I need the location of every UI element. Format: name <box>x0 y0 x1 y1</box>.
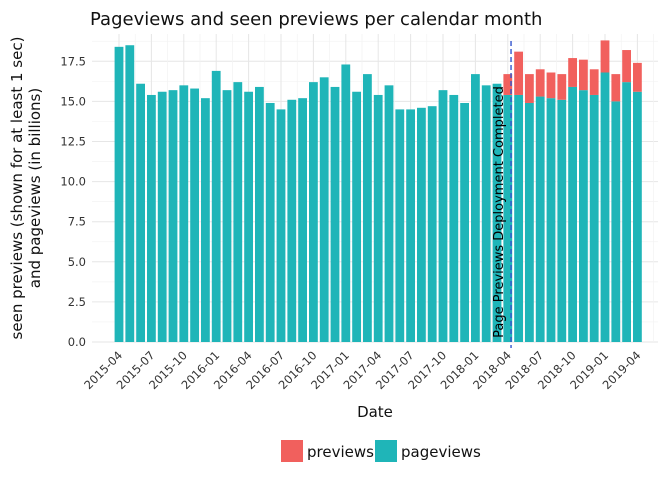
bar-pageviews <box>525 102 534 343</box>
bar-pageviews <box>600 72 610 342</box>
y-tick-label: 15.0 <box>60 94 86 108</box>
legend-swatch-pageviews <box>375 440 397 462</box>
x-axis-title: Date <box>357 403 393 421</box>
bar-pageviews <box>622 82 631 342</box>
annotation-label: Page Previews Deployment Completed <box>492 86 507 338</box>
bar-pageviews <box>633 91 642 342</box>
bar-pageviews <box>557 99 567 342</box>
legend-label-pageviews: pageviews <box>401 443 481 461</box>
bars <box>114 40 642 343</box>
chart-title: Pageviews and seen previews per calendar… <box>90 9 542 30</box>
bar-previews <box>557 74 567 100</box>
bar-previews <box>514 51 523 95</box>
bar-pageviews <box>438 90 448 342</box>
y-axis-title-line-2: and pageviews (in billions) <box>26 88 44 288</box>
bar-pageviews <box>427 106 437 342</box>
bar-previews <box>535 69 545 97</box>
bar-pageviews <box>384 85 394 342</box>
bar-pageviews <box>190 88 199 343</box>
bar-pageviews <box>319 77 329 342</box>
y-axis-title-line-1: seen previews (shown for at least 1 sec) <box>8 37 26 340</box>
bar-pageviews <box>406 109 415 342</box>
bar-pageviews <box>373 94 383 342</box>
bar-pageviews <box>179 85 189 342</box>
bar-pageviews <box>503 94 513 342</box>
bar-pageviews <box>395 109 405 342</box>
bar-pageviews <box>168 90 178 342</box>
bar-pageviews <box>255 86 264 342</box>
bar-pageviews <box>276 109 286 342</box>
bar-previews <box>633 62 642 92</box>
bar-pageviews <box>309 82 318 342</box>
y-tick-label: 0.0 <box>68 335 86 349</box>
annotation: Page Previews Deployment Completed <box>492 41 512 348</box>
y-tick-label: 7.5 <box>68 215 86 229</box>
bar-previews <box>568 58 577 87</box>
bar-previews <box>579 59 588 91</box>
bar-pageviews <box>449 94 459 342</box>
legend-swatch-previews <box>281 440 303 462</box>
bar-pageviews <box>492 83 502 343</box>
bar-pageviews <box>579 90 588 342</box>
y-tick-label: 10.0 <box>60 175 86 189</box>
y-tick-label: 5.0 <box>68 255 86 269</box>
bar-pageviews <box>147 94 156 342</box>
bar-pageviews <box>114 46 124 342</box>
bar-pageviews <box>514 94 523 342</box>
bar-pageviews <box>233 82 243 342</box>
bar-pageviews <box>125 45 135 343</box>
bar-pageviews <box>330 86 340 342</box>
y-tick-label: 17.5 <box>60 54 86 68</box>
bar-pageviews <box>535 96 545 342</box>
bar-previews <box>611 74 621 102</box>
bar-pageviews <box>611 101 621 342</box>
bar-pageviews <box>460 102 469 343</box>
bar-pageviews <box>481 85 491 342</box>
bar-pageviews <box>265 102 275 343</box>
bar-pageviews <box>471 74 480 343</box>
y-tick-label: 2.5 <box>68 295 86 309</box>
legend-label-previews: previews <box>307 443 374 461</box>
bar-previews <box>525 74 534 103</box>
bar-pageviews <box>201 98 210 343</box>
bar-pageviews <box>417 107 426 343</box>
bar-pageviews <box>244 91 253 342</box>
bar-pageviews <box>589 94 599 342</box>
bar-pageviews <box>222 90 232 342</box>
y-axis-title: seen previews (shown for at least 1 sec)… <box>8 37 44 340</box>
bar-pageviews <box>352 91 361 342</box>
bar-pageviews <box>363 74 372 343</box>
y-tick-label: 12.5 <box>60 134 86 148</box>
bar-pageviews <box>298 98 307 343</box>
bar-pageviews <box>568 86 577 342</box>
bar-previews <box>546 72 556 99</box>
bar-pageviews <box>211 70 221 342</box>
bar-pageviews <box>157 91 167 342</box>
bar-pageviews <box>546 98 556 343</box>
bar-pageviews <box>287 99 297 342</box>
bar-previews <box>600 40 610 73</box>
bar-previews <box>622 50 631 83</box>
legend: previews pageviews <box>281 440 481 462</box>
bar-pageviews <box>341 64 351 343</box>
bar-previews <box>503 74 513 95</box>
bar-previews <box>589 69 599 95</box>
bar-pageviews <box>136 83 145 343</box>
